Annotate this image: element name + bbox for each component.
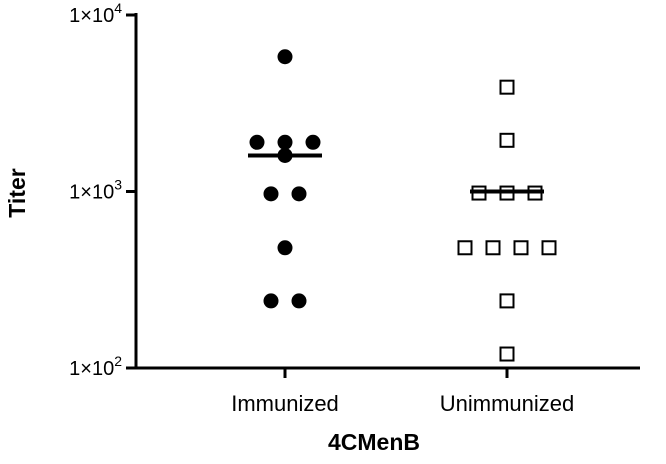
immunized-data-point	[291, 186, 307, 202]
x-axis: Immunized Unimmunized	[134, 366, 640, 416]
unimmunized-data-point	[457, 240, 473, 256]
immunized-data-point	[277, 49, 293, 65]
unimmunized-data-point	[541, 240, 557, 256]
y-tick-label: 1×103	[69, 177, 122, 204]
y-axis: 1×102 1×103 1×104	[69, 0, 138, 380]
immunized-data-point	[263, 186, 279, 202]
immunized-data-point	[249, 134, 265, 150]
unimmunized-data-point	[499, 346, 515, 362]
unimmunized-data-point	[485, 240, 501, 256]
unimmunized-data-point	[499, 293, 515, 309]
immunized-data-point	[277, 240, 293, 256]
y-axis-title: Titer	[4, 168, 30, 217]
x-category-label: Unimmunized	[440, 391, 575, 416]
immunized-data-point	[277, 134, 293, 150]
data-points	[248, 49, 557, 362]
unimmunized-data-point	[499, 79, 515, 95]
x-axis-title: 4CMenB	[328, 429, 420, 455]
y-tick-label: 1×104	[69, 0, 122, 27]
y-tick-label: 1×102	[69, 353, 122, 380]
unimmunized-data-point	[513, 240, 529, 256]
immunized-data-point	[263, 293, 279, 309]
unimmunized-data-point	[499, 132, 515, 148]
immunized-data-point	[291, 293, 307, 309]
x-category-label: Immunized	[231, 391, 339, 416]
immunized-data-point	[305, 134, 321, 150]
